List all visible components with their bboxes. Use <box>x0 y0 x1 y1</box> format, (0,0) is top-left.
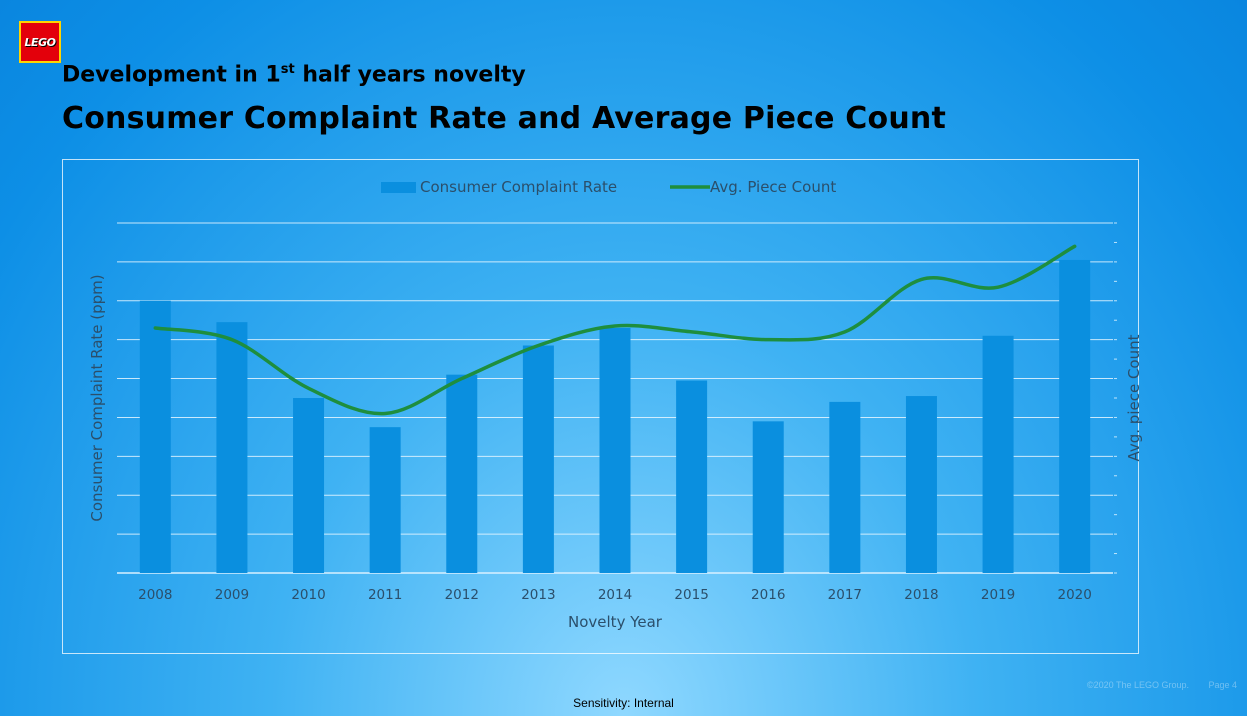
x-axis-title: Novelty Year <box>568 613 663 631</box>
logo-text: LEGO <box>24 35 56 49</box>
copyright-text: ©2020 The LEGO Group. <box>1086 680 1189 690</box>
bar-2009 <box>216 322 248 573</box>
chart-frame <box>62 159 1139 654</box>
x-tick-label: 2010 <box>291 587 325 603</box>
x-tick-label: 2020 <box>1058 587 1092 603</box>
x-tick-label: 2016 <box>751 587 785 603</box>
x-tick-label: 2014 <box>598 587 632 603</box>
bar-2010 <box>293 398 325 573</box>
bar-2015 <box>676 380 708 573</box>
y-axis-title: Consumer Complaint Rate (ppm) <box>88 274 106 521</box>
x-tick-label: 2015 <box>674 587 708 603</box>
bar-2018 <box>905 396 937 573</box>
x-tick-label: 2017 <box>828 587 862 603</box>
bar-2016 <box>752 421 784 573</box>
page-number: Page 4 <box>1208 680 1237 690</box>
sensitivity-label: Sensitivity: Internal <box>573 696 674 710</box>
x-tick-label: 2012 <box>445 587 479 603</box>
bar-2013 <box>522 345 554 573</box>
bar-2014 <box>599 328 631 573</box>
x-tick-label: 2013 <box>521 587 555 603</box>
legend-label-complaint-rate: Consumer Complaint Rate <box>420 178 617 196</box>
bar-2012 <box>446 374 478 573</box>
subtitle-superscript: st <box>280 62 295 77</box>
lego-logo: LEGO <box>19 21 61 63</box>
bar-2008 <box>139 300 171 573</box>
bar-2019 <box>982 335 1014 573</box>
legend-label-piece-count: Avg. Piece Count <box>710 178 836 196</box>
bar-2017 <box>829 401 861 573</box>
x-tick-label: 2018 <box>904 587 938 603</box>
x-tick-label: 2009 <box>215 587 249 603</box>
page-title: Consumer Complaint Rate and Average Piec… <box>62 101 946 136</box>
y2-axis-title: Avg. piece Count <box>1125 334 1143 461</box>
x-tick-label: 2008 <box>138 587 172 603</box>
subtitle-text: Development in 1 <box>62 62 281 88</box>
bar-2020 <box>1059 259 1091 573</box>
x-tick-label: 2019 <box>981 587 1015 603</box>
page-subtitle: Development in 1st half years novelty <box>62 62 526 87</box>
x-tick-label: 2011 <box>368 587 402 603</box>
bar-2011 <box>369 427 401 573</box>
legend-bar-swatch <box>381 182 416 193</box>
subtitle-text-end: half years novelty <box>294 62 526 88</box>
